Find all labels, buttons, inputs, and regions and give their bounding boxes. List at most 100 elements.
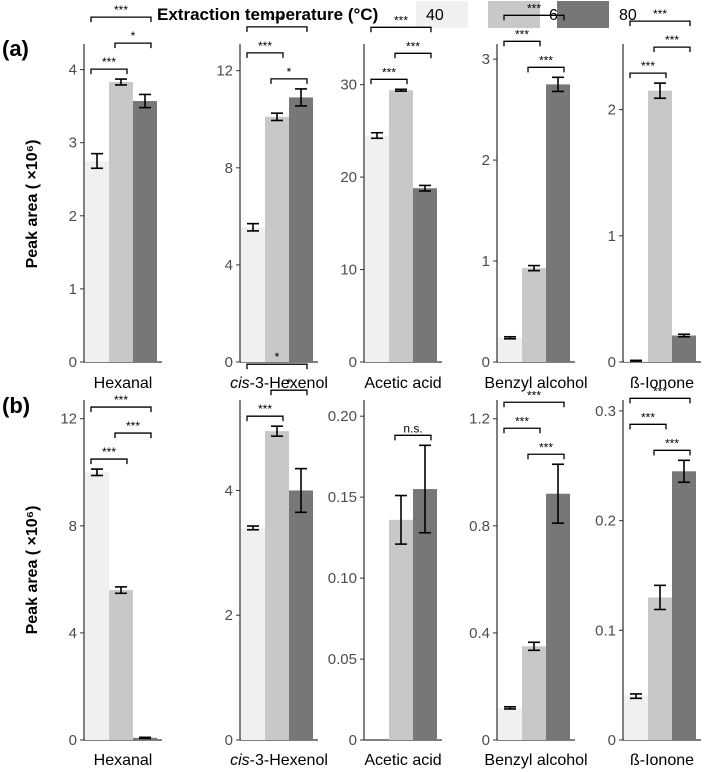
error-bar [371,131,383,140]
significance-bracket: *** [503,414,541,434]
legend-swatch-60 [488,1,540,28]
y-tick-label: 2 [225,607,233,624]
category-label: cis-3-Hexenol [230,752,328,769]
significance-bracket: * [114,29,152,49]
y-tick-label: 4 [69,62,77,79]
y-tick-label: 0 [69,732,77,749]
error-bar [630,359,642,362]
error-bar [678,333,690,338]
error-bar [115,586,127,595]
significance-bracket: *** [114,419,152,439]
error-bar [504,706,516,710]
significance-label: *** [653,384,667,398]
significance-label: *** [258,39,272,53]
error-bar [295,467,307,514]
subplot: 0 1 2 3 *** *** *** Benzyl alcohol [482,1,588,392]
significance-label: *** [653,7,667,21]
significance-label: *** [258,402,272,416]
legend: Extraction temperature (°C) 40 60 80 [157,1,637,28]
error-bar [630,693,642,700]
y-tick-label: 0.4 [469,625,490,642]
significance-bracket: *** [503,1,565,21]
bar-40 [624,696,648,740]
error-bar [115,78,127,86]
significance-bracket: *** [503,27,541,47]
significance-bracket: * [246,350,308,370]
y-tick-label: 0 [69,354,77,371]
bar-80 [672,335,696,362]
significance-label: * [275,350,280,364]
significance-bracket: *** [246,402,284,422]
error-bar [528,264,540,272]
panel-b: (b)Peak area ( ×10⁶)04812*********Hexana… [2,350,701,769]
significance-label: * [287,65,292,79]
error-bar [552,463,564,524]
significance-label: *** [539,53,553,67]
bar-80 [413,188,437,362]
y-tick-label: 0.10 [328,570,357,587]
bar-40 [498,337,522,362]
error-bar [395,88,407,92]
bar-60 [522,268,546,362]
error-bar [91,468,103,477]
significance-bracket: *** [653,33,691,53]
significance-label: *** [270,13,284,27]
error-bar [654,584,666,611]
significance-bracket: *** [394,39,432,59]
subplot: 0 0.4 0.8 1.2 *** *** *** Benzyl alcohol [469,388,587,769]
legend-label-80: 80 [619,7,637,24]
significance-bracket: *** [629,384,691,404]
significance-label: *** [102,55,116,69]
y-tick-label: 1 [482,253,490,270]
y-tick-label: 0.3 [595,403,616,420]
category-label: Acetic acid [364,752,441,769]
bar-60 [109,82,133,362]
legend-label-40: 40 [426,7,444,24]
significance-bracket: *** [370,13,432,33]
significance-bracket: * [270,65,308,84]
y-tick-label: 1 [69,281,77,298]
error-bar [419,184,431,192]
category-label: Hexanal [94,375,153,392]
category-label: ß-Ionone [630,375,694,392]
bar-40 [241,527,265,740]
error-bar [139,736,151,740]
error-bar [528,641,540,652]
y-tick-label: 0 [608,354,616,371]
significance-label: *** [665,33,679,47]
significance-bracket: *** [246,13,308,32]
significance-bracket: *** [90,3,152,23]
significance-bracket: *** [629,7,691,27]
y-tick-label: 12 [60,411,77,428]
y-tick-label: 0 [225,732,233,749]
bar-80 [289,490,313,740]
bar-60 [522,646,546,740]
y-tick-label: 4 [225,257,233,274]
y-tick-label: 4 [69,625,77,642]
legend-swatch-80 [557,1,609,28]
category-label: Benzyl alcohol [484,375,587,392]
significance-label: *** [114,393,128,407]
panel-label: (a) [2,36,29,61]
y-tick-label: 0 [482,732,490,749]
significance-label: *** [126,419,140,433]
significance-label: *** [394,13,408,27]
significance-label: *** [102,445,116,459]
panel-label: (b) [2,393,30,418]
significance-label: *** [382,65,396,79]
significance-label: *** [527,388,541,402]
significance-bracket: *** [90,393,152,413]
bar-80 [289,97,313,363]
y-tick-label: 2 [482,152,490,169]
y-tick-label: 20 [340,169,357,186]
y-tick-label: 0 [225,354,233,371]
subplot: 0 4 8 12 *** *** *** Hexanal [60,393,162,769]
significance-bracket: * [270,376,308,396]
bar-60 [648,597,672,740]
y-tick-label: 0.8 [469,518,490,535]
significance-bracket: *** [90,55,128,75]
error-bar [552,76,564,93]
